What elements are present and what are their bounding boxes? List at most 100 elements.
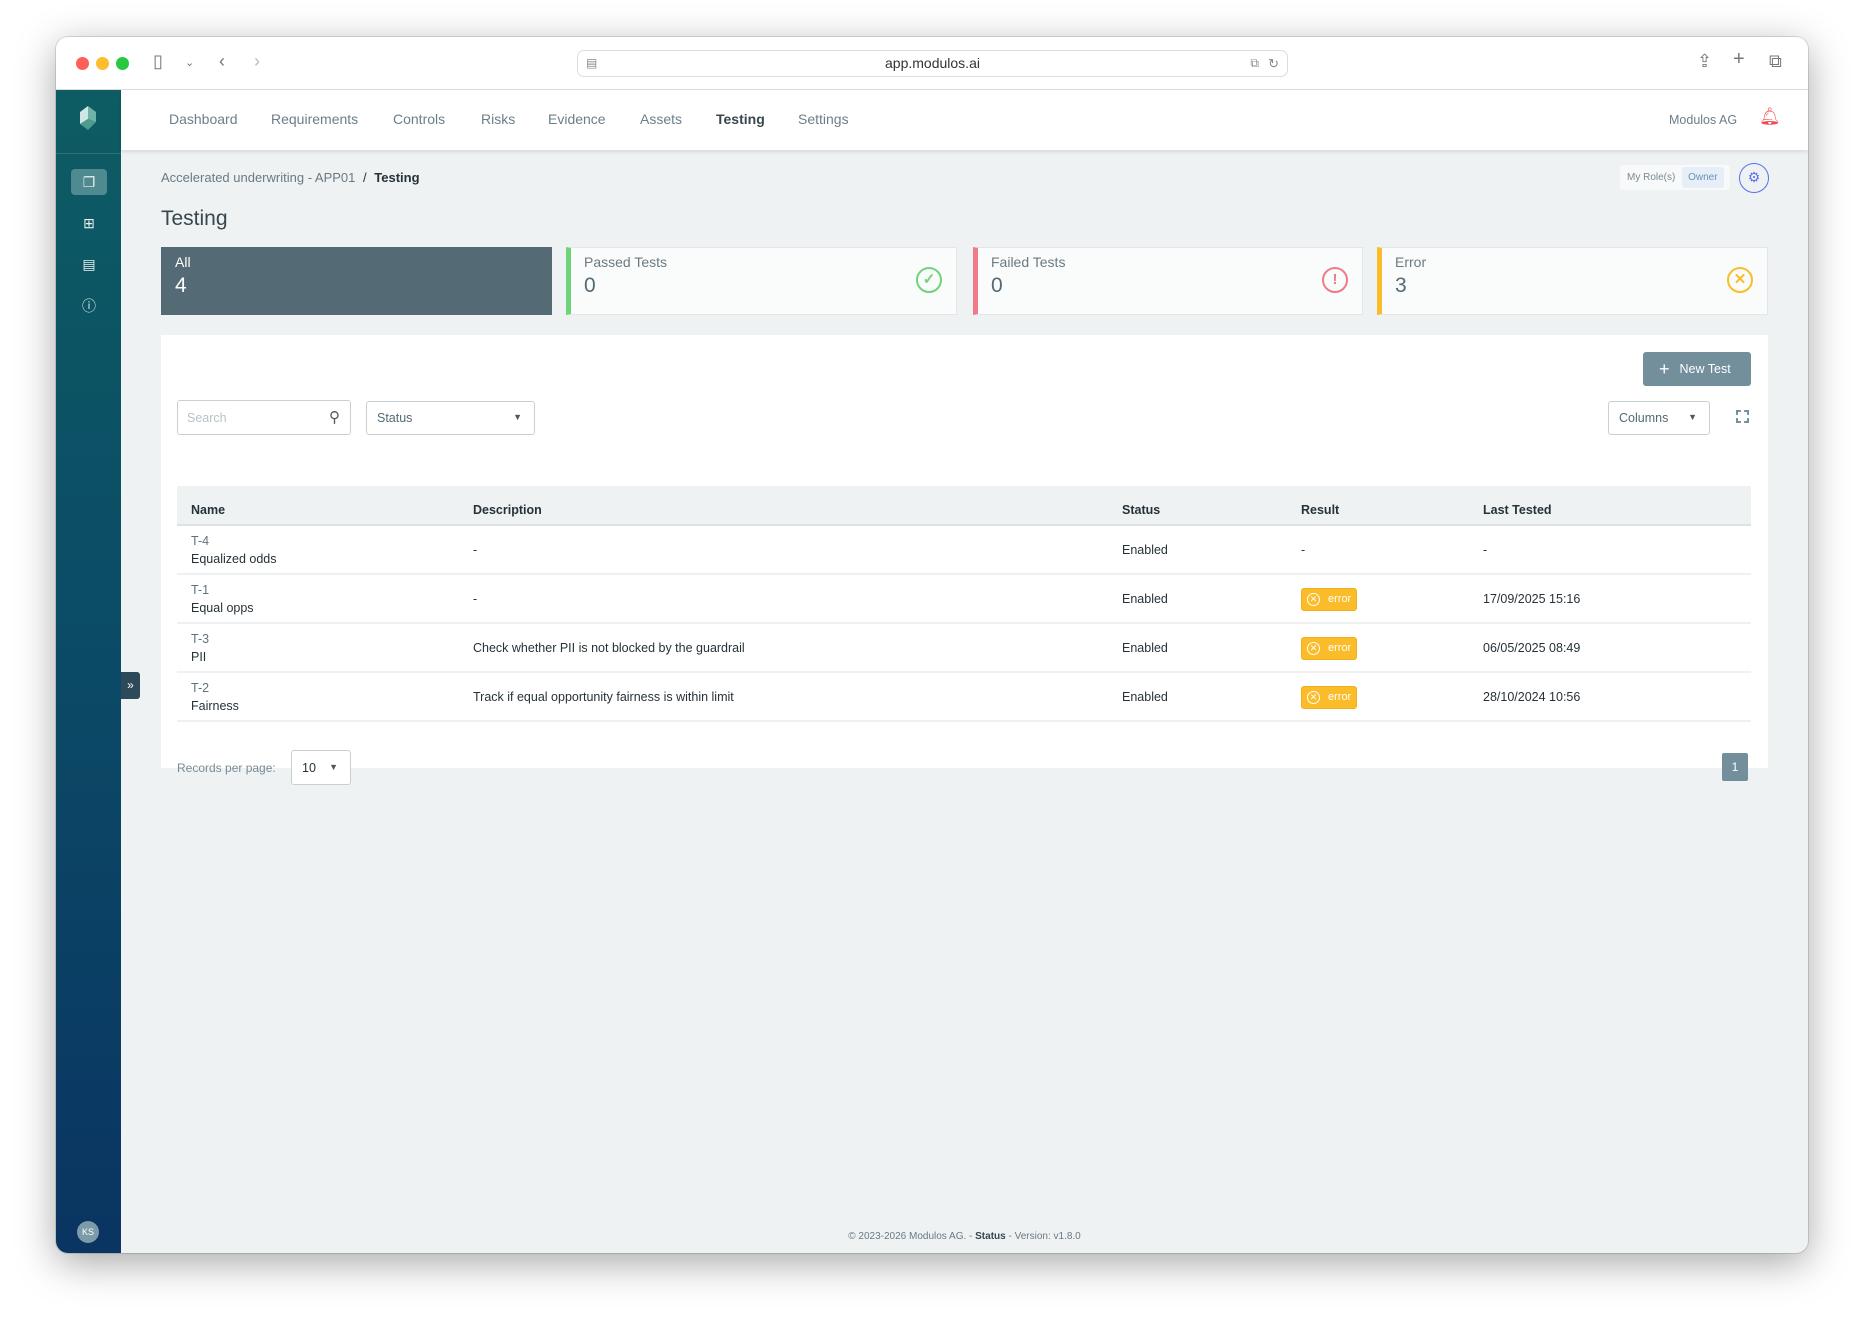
nav-assets[interactable]: Assets	[640, 111, 683, 127]
test-name[interactable]: Fairness	[191, 699, 239, 713]
table-row[interactable]: T-4 Equalized odds - Enabled - -	[177, 526, 1751, 575]
sidebar-item-projects[interactable]: ❐	[71, 169, 107, 195]
footer-version: - Version: v1.8.0	[1008, 1231, 1081, 1242]
hierarchy-icon: ⊞	[83, 215, 95, 231]
browser-window: ▯ ⌄ ‹ › ▤ app.modulos.ai ⧉ ↻ ⇪ + ⧉ ❐ ⊞ ▤…	[56, 37, 1808, 1253]
share-icon[interactable]: ⇪	[1697, 51, 1713, 71]
url-bar[interactable]: ▤ app.modulos.ai ⧉ ↻	[577, 50, 1288, 77]
nav-settings[interactable]: Settings	[798, 111, 849, 127]
search-placeholder: Search	[187, 411, 227, 425]
nav-evidence[interactable]: Evidence	[548, 111, 606, 127]
sidebar: ❐ ⊞ ▤ ⓘ KS	[56, 90, 121, 1253]
test-status: Enabled	[1122, 641, 1168, 655]
test-id: T-1	[191, 583, 210, 597]
page-settings-icon[interactable]: ▤	[586, 56, 598, 70]
translate-icon[interactable]: ⧉	[1250, 56, 1259, 70]
test-description: -	[473, 592, 478, 606]
records-per-page-label: Records per page:	[177, 761, 276, 775]
column-header-name[interactable]: Name	[191, 503, 226, 517]
test-name[interactable]: Equalized odds	[191, 552, 277, 566]
table-header: Name Description Status Result Last Test…	[177, 486, 1751, 526]
breadcrumb: Accelerated underwriting - APP01 / Testi…	[161, 170, 420, 185]
maximize-window-button[interactable]	[116, 57, 129, 70]
browser-titlebar: ▯ ⌄ ‹ › ▤ app.modulos.ai ⧉ ↻ ⇪ + ⧉	[56, 37, 1808, 90]
my-roles: My Role(s) Owner	[1620, 165, 1730, 190]
sidebar-toggle-icon[interactable]: ▯	[153, 51, 163, 71]
records-per-page-value: 10	[302, 761, 316, 775]
notification-bell-icon[interactable]: 🔔︎	[1759, 107, 1781, 126]
test-description: Check whether PII is not blocked by the …	[473, 641, 745, 655]
last-tested: 17/09/2025 15:16	[1483, 592, 1581, 606]
search-input[interactable]: Search ⚲	[177, 400, 351, 435]
columns-select[interactable]: Columns ▼	[1608, 401, 1710, 435]
page-title: Testing	[161, 207, 228, 230]
footer-copyright: © 2023-2026 Modulos AG. -	[848, 1231, 973, 1242]
result-error-badge: ✕ error	[1301, 686, 1357, 709]
card-all[interactable]: All 4	[161, 247, 552, 315]
records-per-page-select[interactable]: 10 ▼	[291, 750, 351, 785]
search-icon: ⚲	[329, 409, 340, 426]
card-passed-tests[interactable]: Passed Tests 0 ✓	[566, 247, 957, 315]
reload-icon[interactable]: ↻	[1268, 56, 1279, 71]
top-navigation: Dashboard Requirements Controls Risks Ev…	[121, 90, 1808, 150]
sidebar-item-organization[interactable]: ⊞	[71, 210, 107, 236]
modulos-logo[interactable]	[76, 106, 100, 132]
new-test-label: New Test	[1679, 362, 1731, 376]
result-text: error	[1328, 642, 1352, 654]
x-circle-icon: ✕	[1307, 642, 1320, 655]
breadcrumb-parent[interactable]: Accelerated underwriting - APP01	[161, 170, 356, 185]
nav-dashboard[interactable]: Dashboard	[169, 111, 238, 127]
columns-label: Columns	[1619, 411, 1669, 425]
card-label: Passed Tests	[584, 254, 668, 270]
tabs-overview-icon[interactable]: ⧉	[1769, 51, 1782, 71]
test-status: Enabled	[1122, 543, 1168, 557]
nav-requirements[interactable]: Requirements	[271, 111, 359, 127]
back-icon[interactable]: ‹	[219, 51, 225, 71]
roles-label: My Role(s)	[1627, 172, 1676, 183]
user-avatar[interactable]: KS	[77, 1221, 99, 1243]
column-header-result[interactable]: Result	[1301, 503, 1340, 517]
status-filter-select[interactable]: Status ▼	[366, 401, 535, 435]
chevron-down-icon[interactable]: ⌄	[185, 57, 195, 69]
result-text: error	[1328, 691, 1352, 703]
new-tab-icon[interactable]: +	[1733, 48, 1745, 70]
card-label: Error	[1395, 254, 1427, 270]
test-description: Track if equal opportunity fairness is w…	[473, 690, 734, 704]
test-status: Enabled	[1122, 690, 1168, 704]
page-1-button[interactable]: 1	[1722, 753, 1748, 781]
forward-icon[interactable]: ›	[254, 51, 260, 71]
card-value: 3	[1395, 274, 1407, 297]
assistant-icon[interactable]: ⚙︎	[1739, 163, 1769, 193]
caret-down-icon: ▼	[329, 762, 338, 772]
table-row[interactable]: T-3 PII Check whether PII is not blocked…	[177, 624, 1751, 673]
test-name[interactable]: PII	[191, 650, 207, 664]
tests-panel: + New Test Search ⚲ Status ▼ Columns ▼ Na…	[161, 335, 1768, 785]
nav-testing[interactable]: Testing	[716, 111, 765, 127]
column-header-last-tested[interactable]: Last Tested	[1483, 503, 1552, 517]
sidebar-item-marketplace[interactable]: ▤	[71, 251, 107, 277]
caret-down-icon: ▼	[513, 412, 522, 422]
card-value: 4	[175, 274, 187, 297]
close-window-button[interactable]	[76, 57, 89, 70]
fullscreen-icon[interactable]	[1736, 410, 1749, 423]
organization-name[interactable]: Modulos AG	[1669, 113, 1738, 127]
sidebar-item-help[interactable]: ⓘ	[71, 293, 107, 319]
footer-status-link[interactable]: Status	[975, 1231, 1006, 1242]
nav-risks[interactable]: Risks	[481, 111, 516, 127]
double-chevron-right-icon: »	[127, 678, 134, 692]
breadcrumb-separator: /	[363, 170, 367, 185]
column-header-status[interactable]: Status	[1122, 503, 1161, 517]
x-circle-icon: ✕	[1727, 267, 1753, 293]
nav-controls[interactable]: Controls	[393, 111, 446, 127]
column-header-description[interactable]: Description	[473, 503, 542, 517]
minimize-window-button[interactable]	[96, 57, 109, 70]
table-row[interactable]: T-2 Fairness Track if equal opportunity …	[177, 673, 1751, 722]
test-name[interactable]: Equal opps	[191, 601, 254, 615]
table-row[interactable]: T-1 Equal opps - Enabled ✕ error 17/09/20…	[177, 575, 1751, 624]
card-failed-tests[interactable]: Failed Tests 0 !	[973, 247, 1363, 315]
card-error[interactable]: Error 3 ✕	[1377, 247, 1768, 315]
x-circle-icon: ✕	[1307, 691, 1320, 704]
expand-sidebar-button[interactable]: »	[121, 672, 140, 699]
new-test-button[interactable]: + New Test	[1643, 352, 1751, 386]
exclamation-circle-icon: !	[1322, 267, 1348, 293]
